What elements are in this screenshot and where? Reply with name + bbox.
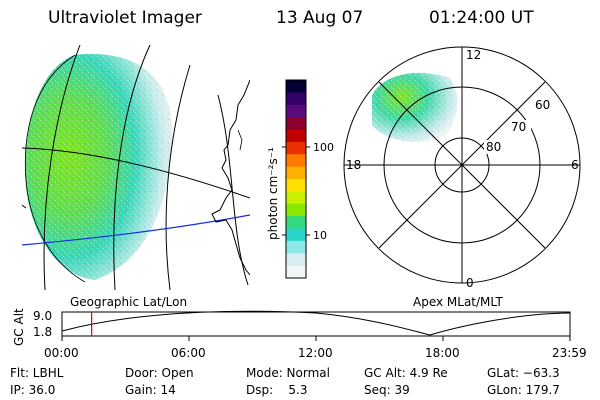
alt-xtick-1800: 18:00: [425, 346, 460, 360]
mlt-label-18: 18: [346, 158, 361, 172]
filter-value: Flt: LBHL: [10, 366, 64, 380]
earth-limb-outline: [24, 54, 86, 283]
meridian-line: [43, 44, 81, 290]
latitude-line: [21, 147, 250, 199]
colorbar-segment: [286, 141, 306, 155]
mlt-label-0: 0: [466, 276, 474, 290]
ip-value: IP: 36.0: [10, 383, 56, 397]
color-scale-bar: [286, 80, 306, 279]
mode-value: Mode: Normal: [246, 366, 330, 380]
meridian-line: [165, 64, 191, 290]
colorbar-segment: [286, 228, 306, 242]
colorbar-segment: [286, 80, 306, 93]
terminator-line: [21, 214, 250, 246]
colorbar-segment: [286, 216, 306, 229]
dsp-value: Dsp: 5.3: [246, 383, 308, 397]
mlat-label-70: 70: [511, 120, 526, 134]
colorbar-segment: [286, 253, 306, 267]
gc-alt-value: GC Alt: 4.9 Re: [364, 366, 448, 380]
instrument-title: Ultraviolet Imager: [48, 8, 202, 28]
mlt-label-12: 12: [466, 48, 481, 62]
coastline: [21, 204, 27, 209]
colorbar-segment: [286, 92, 306, 106]
alt-ytick-1-8: 1.8: [33, 325, 52, 339]
glon-value: GLon: 179.7: [487, 383, 560, 397]
alt-ylabel: GC Alt: [12, 308, 26, 346]
geo-panel-label: Geographic Lat/Lon: [70, 295, 188, 309]
colorbar-tick-100: 100: [313, 141, 334, 154]
colorbar-tick-10: 10: [313, 229, 327, 242]
colorbar-segment: [286, 129, 306, 143]
seq-value: Seq: 39: [364, 383, 410, 397]
alt-xtick-1200: 12:00: [298, 346, 333, 360]
mlat-label-60: 60: [535, 98, 550, 112]
polar-plot: 12 18 6 0 60 70 80: [343, 46, 581, 290]
coastline: [211, 79, 250, 276]
polar-panel-label: Apex MLat/MLT: [413, 295, 503, 309]
colorbar-segment: [286, 117, 306, 130]
meridian-line: [217, 94, 249, 286]
colorbar-unit-label: photon cm⁻²s⁻¹: [266, 147, 280, 240]
colorbar-segment: [286, 265, 306, 279]
colorbar-segment: [286, 154, 306, 168]
mlat-label-80: 80: [486, 140, 501, 154]
door-value: Door: Open: [125, 366, 194, 380]
colorbar-segment: [286, 104, 306, 118]
observation-time: 01:24:00 UT: [429, 8, 534, 28]
mlt-label-6: 6: [571, 158, 579, 172]
colorbar-segment: [286, 203, 306, 217]
glat-value: GLat: −63.3: [487, 366, 560, 380]
meridian-line: [113, 44, 151, 290]
altitude-curve: [61, 310, 571, 336]
coastline: [237, 129, 243, 151]
colorbar-segment: [286, 191, 306, 205]
observation-date: 13 Aug 07: [276, 8, 364, 28]
alt-xtick-2359: 23:59: [552, 346, 587, 360]
alt-xtick-0000: 00:00: [44, 346, 79, 360]
colorbar-segment: [286, 240, 306, 254]
alt-ytick-9: 9.0: [33, 309, 52, 323]
colorbar-segment: [286, 166, 306, 180]
geographic-map: [21, 44, 250, 290]
gain-value: Gain: 14: [125, 383, 176, 397]
altitude-plot: 9.0 1.8 GC Alt: [12, 308, 571, 346]
colorbar-segment: [286, 179, 306, 192]
alt-xtick-0600: 06:00: [171, 346, 206, 360]
